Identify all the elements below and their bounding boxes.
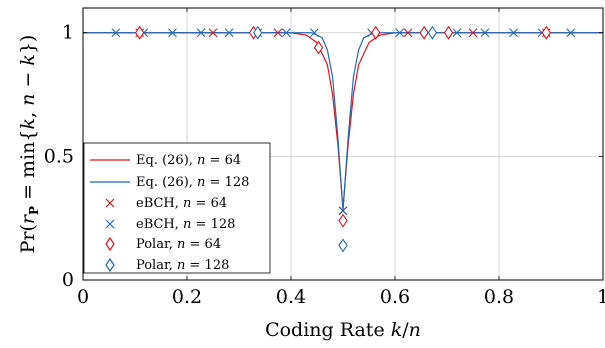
- legend-entry-eq26-128: Eq. (26), n = 128: [90, 175, 249, 190]
- svg-text:eBCH, n = 128: eBCH, n = 128: [136, 217, 235, 232]
- svg-text:Polar, n = 128: Polar, n = 128: [136, 258, 229, 273]
- x-tick-label: 1: [597, 286, 605, 308]
- x-marker: [338, 206, 348, 216]
- plot-frame: [82, 7, 604, 281]
- x-axis-label: Coding Rate k/n: [265, 319, 421, 341]
- x-marker: [395, 28, 405, 38]
- x-marker: [273, 28, 283, 38]
- x-marker: [168, 28, 177, 38]
- legend-entry-eq26-64: Eq. (26), n = 64: [90, 153, 241, 168]
- legend-marker-diamond-blue: [105, 257, 115, 273]
- y-tick-label: 1: [62, 22, 74, 44]
- diamond-marker: [419, 25, 429, 40]
- x-tick-label: 0.6: [380, 286, 410, 308]
- diamond-marker: [253, 25, 263, 40]
- plot-area: [83, 25, 603, 253]
- legend-entry-ebch-64: eBCH, n = 64: [105, 196, 227, 211]
- x-marker: [196, 28, 206, 38]
- legend-entry-ebch-128: eBCH, n = 128: [105, 217, 235, 232]
- legend-entry-polar-128: Polar, n = 128: [105, 257, 229, 273]
- x-marker: [111, 28, 121, 38]
- x-marker: [452, 28, 462, 38]
- x-tick-label: 0: [77, 286, 89, 308]
- x-marker: [224, 28, 234, 38]
- x-marker: [403, 28, 413, 38]
- x-marker: [281, 28, 291, 38]
- legend-marker-x-red: [105, 198, 115, 208]
- x-marker: [468, 28, 478, 38]
- x-marker: [310, 28, 319, 38]
- legend-marker-x-blue: [105, 219, 115, 229]
- legend-box: [83, 142, 271, 274]
- diamond-marker: [338, 238, 348, 253]
- x-tick-label: 0.4: [276, 286, 306, 308]
- diamond-marker: [338, 213, 348, 228]
- svg-text:Polar, n = 64: Polar, n = 64: [136, 237, 221, 252]
- svg-text:eBCH, n = 64: eBCH, n = 64: [136, 196, 227, 211]
- svg-text:Eq. (26), n = 128: Eq. (26), n = 128: [136, 175, 249, 190]
- diamond-marker: [313, 40, 324, 55]
- y-axis-label: Pr(rP = min{k, n − k}): [17, 35, 41, 254]
- diamond-marker: [427, 25, 438, 40]
- x-marker: [509, 28, 518, 38]
- diamond-marker: [443, 25, 454, 40]
- y-tick-label: 0.5: [44, 145, 74, 167]
- legend: Eq. (26), n = 64 Eq. (26), n = 128 eBCH,…: [83, 142, 271, 274]
- diamond-marker: [135, 25, 145, 40]
- x-tick-label: 0.8: [484, 286, 514, 308]
- diamond-marker: [371, 25, 381, 40]
- x-marker: [208, 28, 218, 38]
- legend-marker-diamond-red: [105, 236, 115, 252]
- x-marker: [480, 28, 490, 38]
- x-tick-label: 0.2: [172, 286, 202, 308]
- svg-text:Eq. (26), n = 64: Eq. (26), n = 64: [136, 153, 241, 168]
- axis-ticks: 0 0.2 0.4 0.6 0.8 1 0 0.5 1: [44, 8, 605, 308]
- y-tick-label: 0: [62, 269, 74, 291]
- x-marker: [566, 28, 576, 38]
- diamond-marker: [541, 25, 551, 40]
- legend-entry-polar-64: Polar, n = 64: [105, 236, 221, 252]
